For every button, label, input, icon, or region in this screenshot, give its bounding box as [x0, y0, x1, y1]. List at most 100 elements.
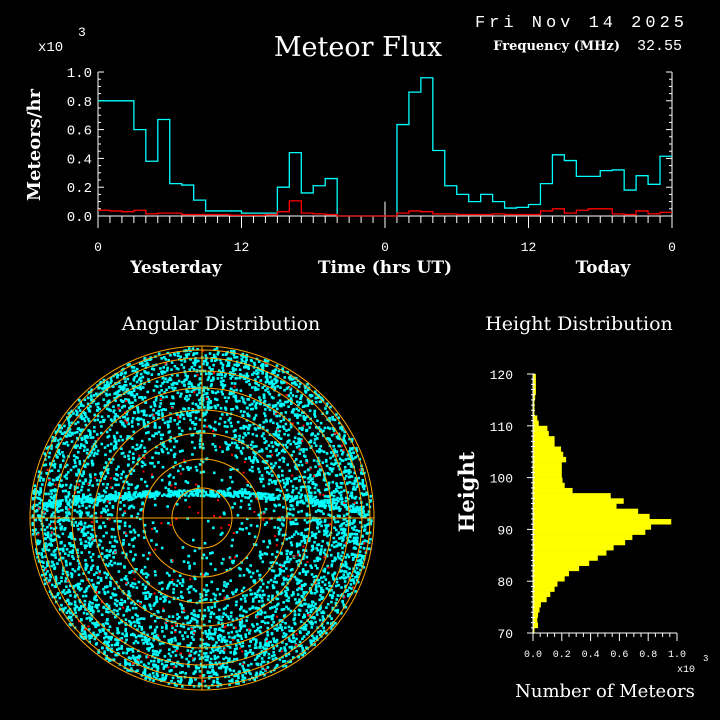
scatter-point	[246, 651, 250, 655]
flux-y-tick-label: 0.2	[67, 181, 92, 197]
scatter-point	[332, 578, 336, 581]
scatter-point	[64, 511, 68, 514]
scatter-point	[218, 661, 221, 665]
scatter-point	[195, 369, 199, 372]
scatter-point	[314, 465, 317, 469]
scatter-point	[325, 554, 329, 558]
scatter-point	[77, 398, 81, 402]
scatter-point	[146, 666, 150, 669]
scatter-point	[48, 469, 52, 473]
scatter-point	[203, 608, 207, 612]
scatter-point	[143, 604, 146, 608]
scatter-point	[296, 400, 299, 404]
scatter-point	[134, 639, 138, 643]
scatter-point	[284, 400, 287, 404]
scatter-point	[147, 380, 151, 383]
scatter-point	[268, 403, 271, 407]
scatter-point	[263, 399, 267, 403]
scatter-point	[357, 554, 361, 557]
scatter-point	[302, 555, 305, 559]
scatter-point	[350, 438, 354, 441]
scatter-point	[154, 663, 158, 667]
scatter-point	[67, 588, 71, 592]
scatter-point	[127, 590, 131, 593]
scatter-point	[73, 600, 77, 604]
scatter-point	[262, 582, 265, 586]
scatter-point	[36, 490, 40, 494]
scatter-point	[152, 434, 156, 438]
scatter-point	[279, 489, 282, 493]
scatter-point	[302, 584, 306, 587]
scatter-point	[95, 392, 98, 396]
scatter-point	[249, 564, 252, 567]
scatter-point	[171, 396, 174, 399]
scatter-point	[165, 571, 169, 575]
scatter-point	[226, 446, 229, 449]
scatter-point	[76, 559, 80, 562]
scatter-point	[338, 543, 342, 547]
scatter-point	[297, 491, 301, 495]
scatter-point	[126, 649, 130, 653]
scatter-point	[69, 594, 72, 597]
scatter-point	[246, 483, 249, 487]
scatter-point	[123, 524, 127, 528]
scatter-point	[57, 475, 61, 479]
scatter-point	[226, 425, 229, 428]
scatter-point	[88, 637, 91, 640]
scatter-point	[176, 676, 180, 679]
scatter-point	[166, 366, 169, 370]
scatter-point	[245, 594, 248, 597]
scatter-point	[342, 471, 346, 474]
scatter-point	[119, 387, 123, 390]
scatter-point	[153, 503, 157, 507]
scatter-point	[144, 665, 147, 668]
scatter-point	[132, 656, 136, 660]
scatter-point	[113, 437, 117, 440]
scatter-point	[359, 545, 362, 549]
scatter-point	[164, 660, 168, 663]
scatter-point	[289, 402, 293, 406]
scatter-point	[149, 659, 153, 663]
scatter-point	[251, 469, 254, 473]
scatter-point	[190, 630, 194, 634]
scatter-point	[80, 523, 83, 526]
scatter-point	[341, 546, 344, 550]
scatter-point	[119, 520, 122, 523]
scatter-point	[225, 568, 229, 572]
scatter-point	[52, 479, 56, 482]
scatter-point	[322, 629, 326, 633]
scatter-point	[315, 635, 319, 638]
scatter-point	[273, 386, 276, 389]
scatter-point	[274, 480, 277, 484]
scatter-point	[152, 663, 155, 666]
scatter-point	[196, 347, 199, 351]
scatter-point	[190, 612, 193, 615]
scatter-point	[117, 519, 121, 523]
scatter-point	[261, 671, 265, 675]
scatter-point	[50, 583, 54, 587]
scatter-point	[151, 632, 154, 635]
scatter-point	[330, 433, 334, 437]
scatter-point	[315, 637, 318, 641]
scatter-point	[117, 389, 121, 393]
scatter-point	[279, 551, 283, 555]
scatter-point	[352, 553, 356, 556]
scatter-point	[161, 395, 165, 399]
scatter-point	[36, 555, 39, 559]
scatter-point	[83, 521, 87, 525]
scatter-point	[142, 554, 145, 557]
scatter-point	[351, 552, 354, 556]
scatter-point	[344, 590, 347, 593]
scatter-point	[143, 667, 147, 671]
scatter-point	[180, 380, 184, 384]
scatter-point	[313, 413, 316, 416]
scatter-point	[106, 444, 110, 447]
scatter-point	[167, 521, 170, 525]
scatter-point	[197, 682, 201, 685]
scatter-point	[313, 441, 316, 445]
scatter-point	[355, 578, 359, 582]
scatter-point	[215, 347, 219, 350]
scatter-point	[243, 401, 247, 405]
scatter-point	[317, 581, 321, 585]
scatter-point	[329, 514, 332, 517]
